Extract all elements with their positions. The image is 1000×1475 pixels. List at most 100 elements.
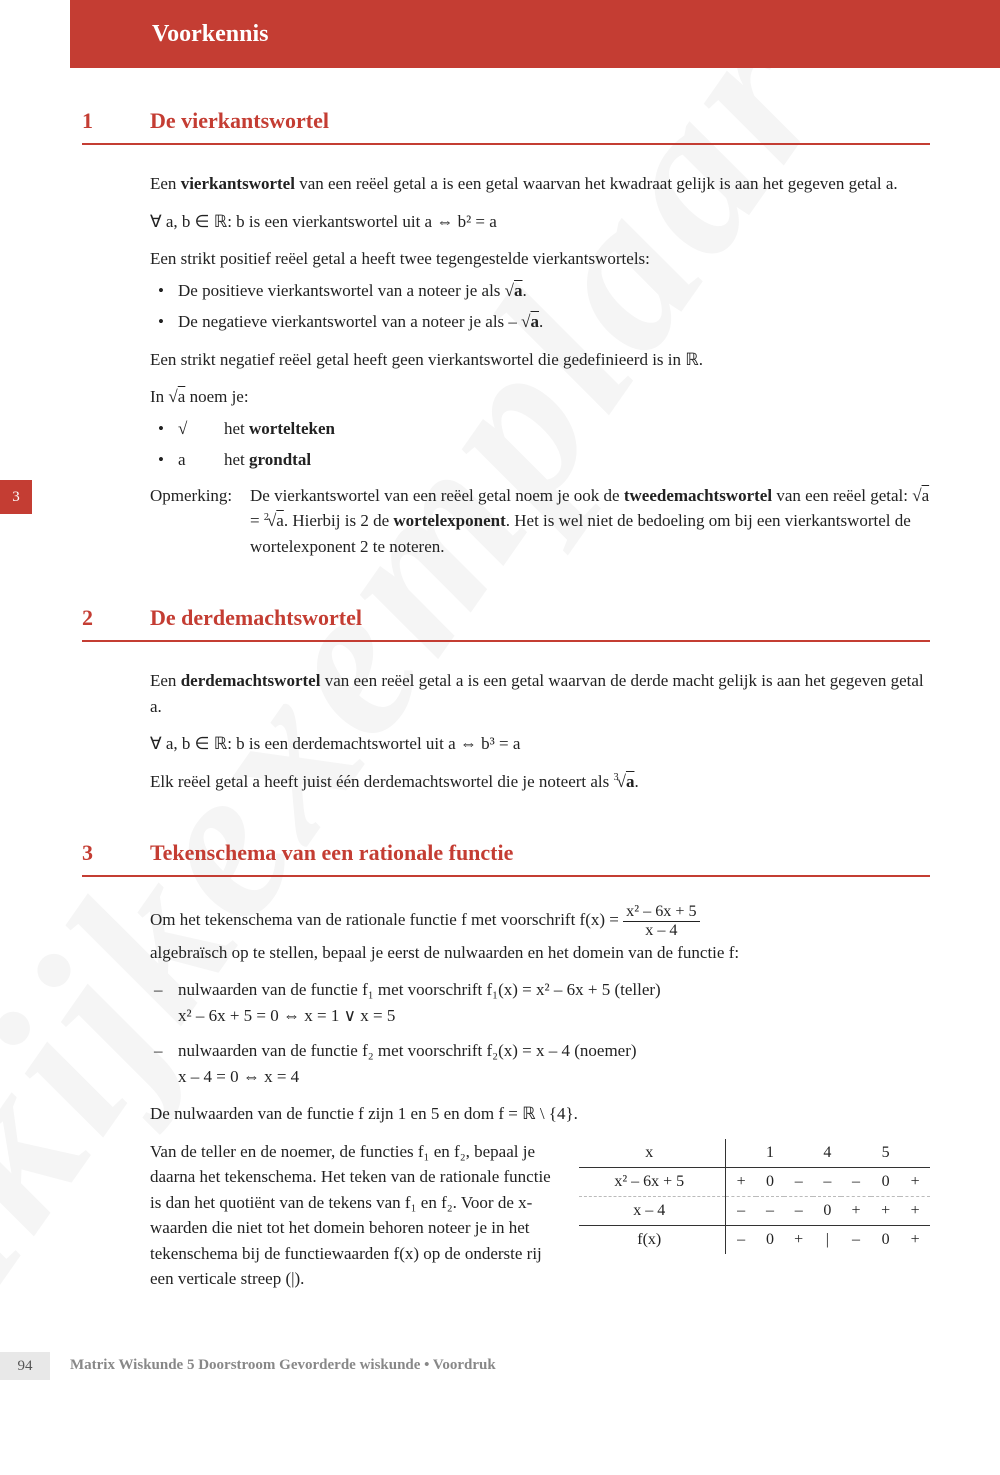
section-1-number: 1	[82, 104, 150, 137]
s3-p2: De nulwaarden van de functie f zijn 1 en…	[150, 1101, 930, 1127]
text: .	[539, 312, 543, 331]
page-number: 94	[0, 1352, 50, 1380]
s3-dash-1: nulwaarden van de functie f₁ met voorsch…	[150, 977, 930, 1028]
sqrt-a-2: a	[276, 511, 284, 530]
sign-table: x 1 4 5 x² – 6x + 5 + 0	[579, 1139, 930, 1292]
cell: 5	[871, 1139, 901, 1168]
text: Elk reëel getal a heeft juist één derdem…	[150, 772, 614, 791]
s3-dash-2: nulwaarden van de functie f₂ met voorsch…	[150, 1038, 930, 1089]
term-wortelteken: wortelteken	[249, 419, 335, 438]
text: =	[250, 511, 264, 530]
cell: –	[841, 1167, 871, 1196]
cell	[841, 1139, 871, 1168]
text: het	[224, 419, 249, 438]
cell: +	[784, 1225, 814, 1254]
cell	[726, 1139, 756, 1168]
cell: x – 4	[579, 1196, 725, 1225]
text: nulwaarden van de functie f₁ met voorsch…	[178, 980, 661, 999]
cube-root-a: a	[626, 772, 635, 791]
cell: x² – 6x + 5	[579, 1167, 725, 1196]
text: Een	[150, 174, 181, 193]
section-3-heading: 3 Tekenschema van een rationale functie	[82, 836, 930, 877]
s1-bullet-2: De negatieve vierkantswortel van a notee…	[150, 309, 930, 335]
text: van een reëel getal:	[772, 486, 912, 505]
side-tab: 3	[0, 480, 32, 514]
s1-term-1: √ het wortelteken	[150, 416, 930, 442]
section-1-title: De vierkantswortel	[150, 104, 329, 137]
s3-last-block: Van de teller en de noemer, de functies …	[150, 1139, 930, 1292]
s1-bullets: De positieve vierkantswortel van a notee…	[150, 278, 930, 335]
text: nulwaarden van de functie f₂ met voorsch…	[178, 1041, 637, 1060]
text: .	[634, 772, 638, 791]
text: De negatieve vierkantswortel van a notee…	[178, 312, 521, 331]
text: De vierkantswortel van een reëel getal n…	[250, 486, 624, 505]
s2-p2: ∀ a, b ∈ ℝ: b is een derdemachtswortel u…	[150, 731, 930, 757]
text: Een	[150, 671, 181, 690]
s3-p1: Om het tekenschema van de rationale func…	[150, 903, 930, 965]
text: .	[523, 281, 527, 300]
section-3-number: 3	[82, 836, 150, 869]
section-3: 3 Tekenschema van een rationale functie …	[82, 836, 930, 1292]
sqrt-a: a	[922, 486, 930, 505]
cell: –	[756, 1196, 784, 1225]
section-1-heading: 1 De vierkantswortel	[82, 104, 930, 145]
cell: +	[900, 1167, 930, 1196]
table-row: x 1 4 5	[579, 1139, 930, 1168]
term-wortelexponent: wortelexponent	[393, 511, 505, 530]
cell: +	[900, 1196, 930, 1225]
sqrt-a: a	[178, 387, 186, 406]
text: Om het tekenschema van de rationale func…	[150, 910, 623, 929]
s1-terms: √ het wortelteken a het grondtal	[150, 416, 930, 473]
text: van een reëel getal a is een getal waarv…	[295, 174, 898, 193]
cell: 1	[756, 1139, 784, 1168]
s3-dashes: nulwaarden van de functie f₁ met voorsch…	[150, 977, 930, 1089]
footer: Matrix Wiskunde 5 Doorstroom Gevorderde …	[70, 1354, 496, 1377]
neg-sqrt-a: a	[531, 312, 540, 331]
s1-note: Opmerking: De vierkantswortel van een re…	[150, 483, 930, 560]
denominator: x – 4	[623, 922, 699, 940]
text: x² – 6x + 5 = 0 ⇔ x = 1 ∨ x = 5	[178, 1006, 395, 1025]
table-row: x² – 6x + 5 + 0 – – – 0 +	[579, 1167, 930, 1196]
cell: 0	[756, 1225, 784, 1254]
cell: –	[841, 1225, 871, 1254]
s3-p3: Van de teller en de noemer, de functies …	[150, 1139, 553, 1292]
sqrt-a: a	[514, 281, 523, 300]
cell: 0	[871, 1167, 901, 1196]
cell: –	[726, 1196, 756, 1225]
cell: 0	[871, 1225, 901, 1254]
text: . Hierbij is 2 de	[284, 511, 394, 530]
cell: –	[813, 1167, 841, 1196]
fraction: x² – 6x + 5 x – 4	[623, 903, 699, 940]
section-2: 2 De derdemachtswortel Een derdemachtswo…	[82, 601, 930, 794]
cell: –	[784, 1196, 814, 1225]
header-bar: Voorkennis	[70, 0, 1000, 68]
section-1: 1 De vierkantswortel Een vierkantswortel…	[82, 104, 930, 559]
cell: |	[813, 1225, 841, 1254]
s2-p3: Elk reëel getal a heeft juist één derdem…	[150, 769, 930, 795]
cell: –	[784, 1167, 814, 1196]
cell	[900, 1139, 930, 1168]
main-content: 1 De vierkantswortel Een vierkantswortel…	[82, 68, 930, 1292]
cell: x	[579, 1139, 725, 1168]
section-2-title: De derdemachtswortel	[150, 601, 362, 634]
term-grondtal: grondtal	[249, 450, 311, 469]
section-3-title: Tekenschema van een rationale functie	[150, 836, 513, 869]
s2-p1: Een derdemachtswortel van een reëel geta…	[150, 668, 930, 719]
term-tweedemachtswortel: tweedemachts­wortel	[624, 486, 772, 505]
text: noem je:	[185, 387, 248, 406]
cell: 4	[813, 1139, 841, 1168]
cell: 0	[813, 1196, 841, 1225]
note-body: De vierkantswortel van een reëel getal n…	[250, 483, 930, 560]
s1-p5: In a noem je:	[150, 384, 930, 410]
cell: –	[726, 1225, 756, 1254]
text: het	[224, 450, 249, 469]
s1-bullet-1: De positieve vierkantswortel van a notee…	[150, 278, 930, 304]
s1-p3: Een strikt positief reëel getal a heeft …	[150, 246, 930, 272]
cell: +	[841, 1196, 871, 1225]
header-title: Voorkennis	[152, 21, 268, 47]
text: In	[150, 387, 168, 406]
cell: +	[871, 1196, 901, 1225]
text: De positieve vierkantswortel van a notee…	[178, 281, 505, 300]
note-label: Opmerking:	[150, 483, 250, 560]
term-vierkantswortel: vierkantswortel	[181, 174, 295, 193]
